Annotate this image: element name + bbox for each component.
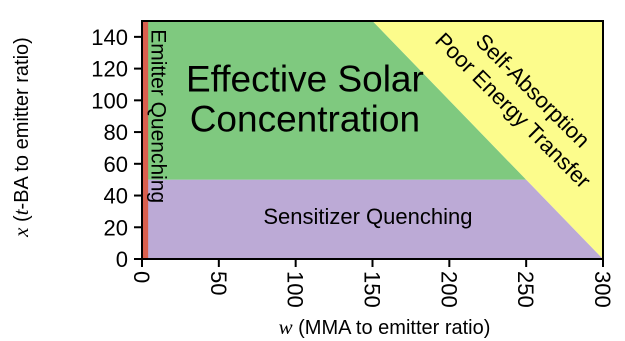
region-label-effective-solar-concentration: Effective Solar Concentration bbox=[186, 59, 424, 140]
y-tick-label: 20 bbox=[104, 215, 128, 240]
y-axis-label: x (t-BA to emitter ratio) bbox=[9, 37, 33, 238]
y-tick-label: 80 bbox=[104, 120, 128, 145]
region-emitter-quenching bbox=[142, 21, 149, 259]
y-tick-label: 120 bbox=[91, 57, 128, 82]
y-tick-label: 140 bbox=[91, 25, 128, 50]
y-axis-label-text: ( bbox=[11, 215, 33, 228]
region-label-line: Concentration bbox=[190, 99, 420, 140]
region-sensitizer-quenching bbox=[142, 179, 603, 259]
x-tick-label: 0 bbox=[129, 271, 154, 283]
x-tick-label: 300 bbox=[590, 271, 615, 308]
region-effective-solar-concentration bbox=[142, 21, 527, 180]
x-tick-label: 200 bbox=[436, 271, 461, 308]
x-tick-label: 50 bbox=[206, 271, 231, 295]
region-label-emitter-quenching: Emitter Quenching bbox=[147, 29, 170, 203]
y-tick-label: 100 bbox=[91, 88, 128, 113]
y-axis-ticks: 0 20 40 60 80 100 120 140 bbox=[91, 25, 142, 272]
region-label-line: Emitter Quenching bbox=[147, 29, 170, 203]
region-label-line: Effective Solar bbox=[186, 59, 424, 100]
region-areas bbox=[142, 21, 603, 259]
x-axis-ticks: 0 50 100 150 200 250 300 bbox=[129, 259, 615, 308]
region-self-absorption-poor-energy-transfer bbox=[372, 21, 603, 259]
x-tick-label: 100 bbox=[283, 271, 308, 308]
region-label-line: Sensitizer Quenching bbox=[263, 204, 472, 229]
x-axis-label-text: (MMA to emitter ratio) bbox=[293, 317, 491, 339]
y-axis-label-text-2: -BA to emitter ratio) bbox=[11, 37, 33, 209]
x-tick-label: 250 bbox=[513, 271, 538, 308]
y-axis-variable: x bbox=[9, 227, 33, 238]
y-tick-label: 40 bbox=[104, 184, 128, 209]
y-tick-label: 60 bbox=[104, 152, 128, 177]
region-label-sensitizer-quenching: Sensitizer Quenching bbox=[263, 204, 472, 229]
x-axis-label: w (MMA to emitter ratio) bbox=[279, 315, 491, 339]
y-axis-variable-t: t bbox=[9, 208, 33, 215]
x-axis-variable: w bbox=[279, 315, 293, 339]
x-tick-label: 150 bbox=[360, 271, 385, 308]
y-tick-label: 0 bbox=[116, 247, 128, 272]
